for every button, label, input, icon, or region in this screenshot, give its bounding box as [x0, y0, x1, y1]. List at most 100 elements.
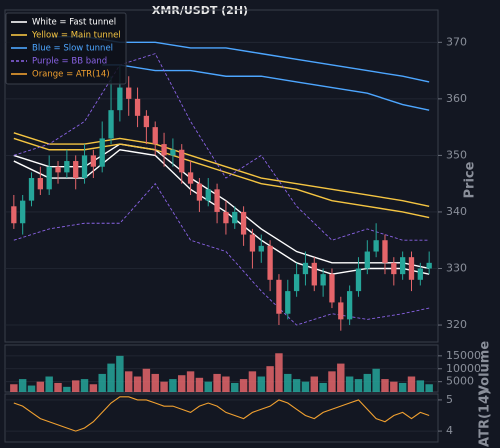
candle-body [90, 155, 97, 167]
volume-bar [54, 382, 62, 392]
candle-body [205, 189, 211, 201]
band-line [13, 182, 430, 326]
volume-bar [160, 381, 168, 392]
candle-body [223, 211, 229, 224]
volume-bar [125, 371, 133, 392]
volume-bar [169, 379, 177, 392]
y-tick-label: 320 [446, 318, 467, 331]
volume-bar [204, 381, 212, 392]
candle-body [232, 211, 238, 224]
candle-body [143, 115, 150, 128]
volume-bar [116, 355, 124, 392]
volume-bar [345, 376, 354, 392]
y-tick-label: 15000 [446, 349, 481, 362]
volume-bar [337, 363, 345, 392]
legend-label: Blue = Slow tunnel [32, 44, 113, 54]
volume-bar [363, 373, 372, 392]
candle-body [46, 166, 52, 190]
panel-frame [4, 9, 439, 343]
candle-body [64, 161, 70, 173]
volume-bar [425, 384, 433, 392]
volume-bar [98, 373, 106, 392]
volume-bar [80, 379, 89, 392]
candle-body [126, 87, 132, 99]
candle-body [152, 127, 158, 145]
volume-bar [301, 381, 310, 392]
candle-body [179, 149, 185, 173]
volume-bar [213, 373, 221, 392]
volume-bar [398, 382, 407, 392]
candle-body [117, 87, 123, 111]
y-tick-label: 360 [446, 92, 467, 105]
candle-body [20, 200, 26, 224]
volume-bar [133, 376, 142, 392]
candle-body [196, 183, 203, 201]
candle-body [240, 211, 247, 235]
candle-body [417, 268, 423, 280]
y-tick-label: 370 [446, 35, 467, 48]
candle-body [311, 262, 317, 286]
volume-bar [390, 381, 398, 392]
candle-body [258, 245, 264, 252]
volume-bar [310, 376, 318, 392]
volume-bar [178, 375, 186, 392]
y-axis-label: Volume [478, 341, 493, 396]
candle-body [170, 149, 176, 156]
candle-body [37, 178, 43, 190]
candle-body [55, 166, 61, 173]
y-tick-label: 5000 [446, 375, 474, 388]
volume-bar [45, 376, 53, 392]
legend-box [5, 12, 127, 85]
candle-body [28, 178, 35, 201]
volume-bar [107, 363, 115, 392]
candle-body [346, 291, 353, 320]
y-tick-label: 5 [446, 393, 453, 406]
volume-bar [275, 353, 283, 392]
candle-body [276, 279, 282, 314]
candle-body [267, 245, 273, 280]
candle-body [285, 291, 291, 314]
candle-body [214, 189, 220, 212]
candle-body [400, 257, 406, 275]
candle-body [108, 110, 114, 139]
volume-bar [231, 382, 239, 392]
candle-body [134, 98, 141, 116]
legend-label: White = Fast tunnel [32, 18, 116, 28]
band-line [102, 64, 430, 111]
atr-line [13, 396, 430, 432]
volume-bar [266, 366, 274, 392]
y-tick-label: 4 [446, 424, 453, 437]
candle-body [426, 262, 432, 269]
candle-body [338, 302, 344, 320]
volume-bar [248, 371, 257, 392]
candle-body [364, 251, 370, 269]
band-line [13, 53, 430, 241]
legend-label: Orange = ATR(14) [32, 70, 110, 80]
y-axis-label: Price [463, 161, 478, 198]
candle-body [249, 234, 256, 252]
volume-bar [319, 382, 327, 392]
candle-body [408, 257, 415, 280]
candle-body [73, 161, 79, 179]
volume-bar [328, 371, 336, 392]
volume-bar [372, 368, 380, 392]
legend: White = Fast tunnel Yellow = Main tunnel B… [5, 12, 127, 85]
volume-bar [257, 376, 265, 392]
volume-bar [222, 376, 230, 392]
volume-bar [284, 373, 292, 392]
candle-body [355, 268, 362, 292]
y-axis-label: ATR(14) [478, 389, 493, 447]
volume-bar [381, 379, 389, 392]
volume-bar [354, 379, 363, 392]
volume-bar [71, 380, 80, 392]
y-tick-label: 10000 [446, 362, 481, 375]
candle-body [391, 262, 397, 275]
candle-body [99, 138, 105, 167]
volume-bar [27, 385, 36, 392]
candle-body [11, 206, 17, 224]
volume-bar [239, 379, 248, 392]
candle-body [293, 274, 300, 292]
candle-body [320, 274, 326, 286]
